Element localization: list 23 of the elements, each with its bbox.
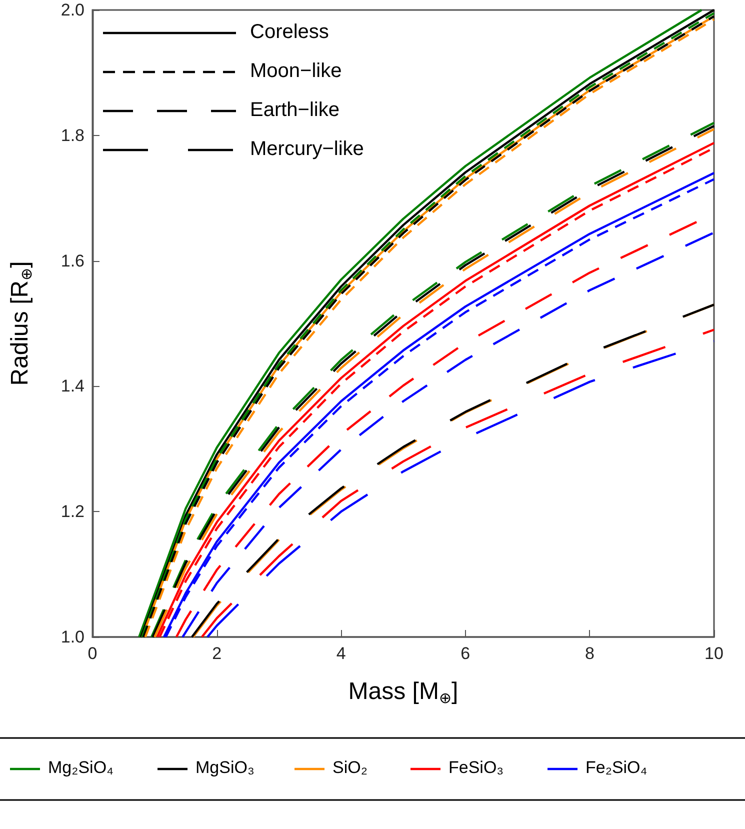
legend-label: Coreless: [250, 21, 329, 43]
y-tick-label: 1.6: [60, 251, 84, 270]
legend-label: Earth−like: [250, 99, 340, 121]
legend-label: FeSiO₃: [448, 758, 504, 777]
x-tick-label: 4: [336, 644, 346, 663]
y-tick-label: 2.0: [60, 0, 84, 20]
x-tick-label: 0: [88, 644, 98, 663]
legend-label: Mg₂SiO₄: [48, 758, 114, 777]
x-tick-label: 2: [212, 644, 222, 663]
x-tick-label: 8: [584, 644, 594, 663]
x-tick-label: 6: [460, 644, 470, 663]
legend-label: Fe₂SiO₄: [586, 758, 648, 777]
legend-label: MgSiO₃: [196, 758, 254, 777]
legend-label: Moon−like: [250, 60, 342, 82]
legend-label: Mercury−like: [250, 138, 364, 160]
y-tick-label: 1.4: [60, 376, 84, 396]
y-tick-label: 1.0: [60, 628, 84, 646]
x-tick-label: 10: [704, 644, 724, 663]
y-tick-label: 1.8: [60, 126, 84, 145]
legend-label: SiO₂: [332, 758, 368, 777]
y-axis-title: Radius [R⊕]: [6, 261, 36, 386]
y-tick-label: 1.2: [60, 502, 84, 522]
x-axis-title: Mass [M⊕]: [348, 678, 458, 707]
